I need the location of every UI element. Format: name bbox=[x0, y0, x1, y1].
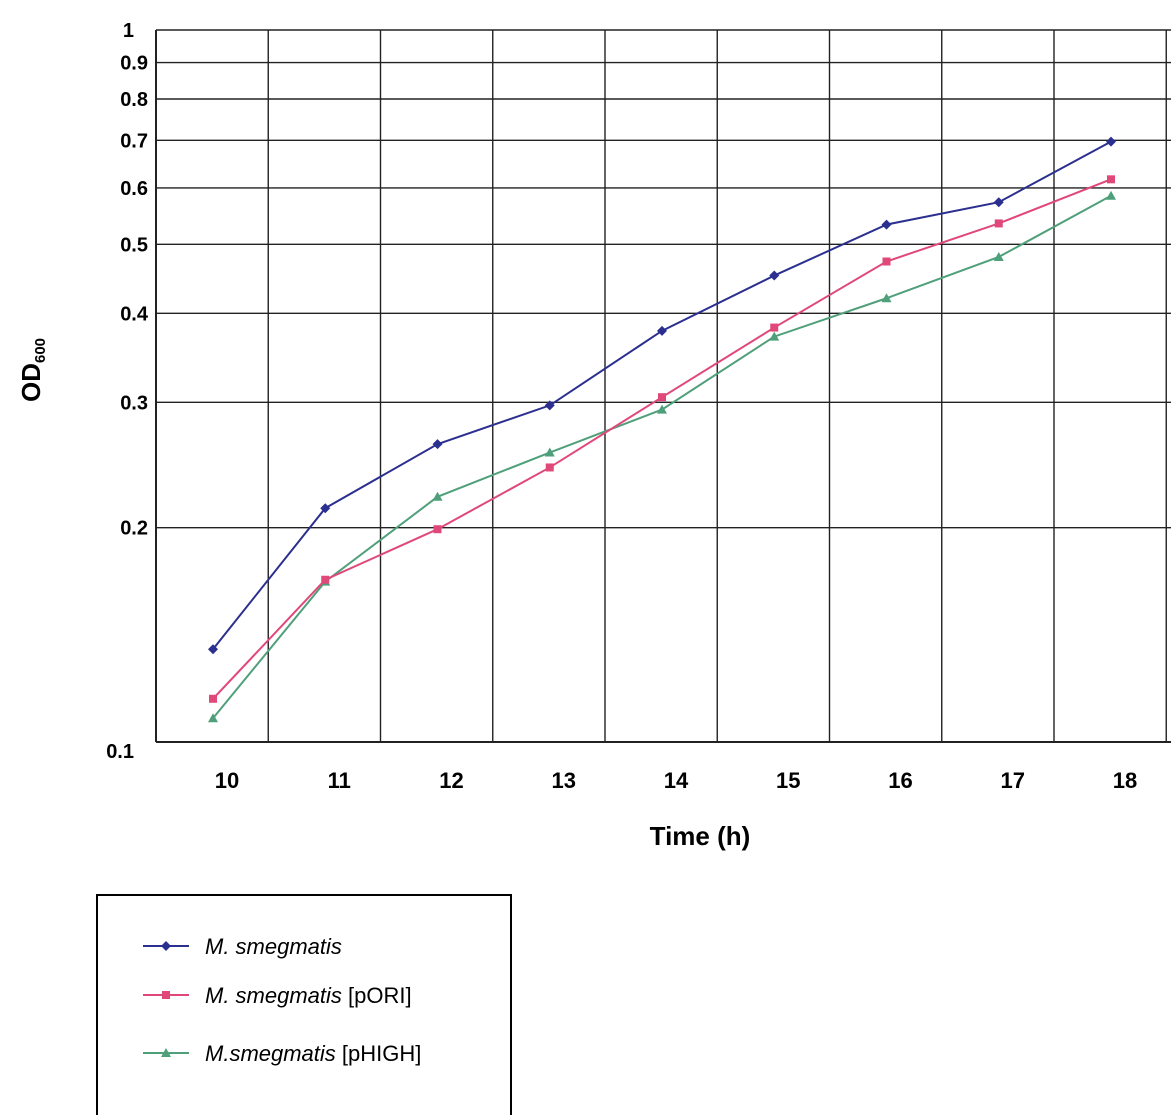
y-tick-label: 1 bbox=[123, 20, 134, 42]
x-axis-title: Time (h) bbox=[650, 821, 751, 851]
svg-text:OD600: OD600 bbox=[16, 338, 49, 402]
data-point bbox=[657, 404, 667, 414]
legend-label-plasmid: [pHIGH] bbox=[336, 1041, 422, 1066]
data-point bbox=[769, 331, 780, 341]
data-point bbox=[1106, 190, 1116, 200]
data-point bbox=[881, 293, 892, 303]
data-point bbox=[770, 323, 779, 332]
legend-label: M. smegmatis [pORI] bbox=[205, 983, 412, 1008]
legend-label-species: M.smegmatis bbox=[205, 1041, 336, 1066]
legend-swatch-marker bbox=[162, 991, 170, 999]
data-point bbox=[208, 644, 218, 655]
y-axis-title-subscript: 600 bbox=[32, 338, 49, 363]
data-point bbox=[881, 219, 892, 230]
data-point bbox=[993, 251, 1004, 261]
data-point bbox=[320, 503, 331, 514]
x-tick-label: 18 bbox=[1113, 768, 1137, 793]
data-point bbox=[544, 447, 555, 457]
y-tick-labels: 0.1 0.2 0.3 0.4 0.5 0.6 0.7 0.8 0.9 1 bbox=[106, 20, 149, 763]
data-point bbox=[769, 270, 780, 281]
data-point bbox=[657, 325, 667, 336]
y-tick-label: 0.5 bbox=[120, 234, 148, 256]
legend-swatch-marker bbox=[161, 1048, 171, 1057]
y-tick-label: 0.8 bbox=[120, 89, 148, 111]
legend-label-plasmid: [pORI] bbox=[342, 983, 412, 1008]
data-point bbox=[658, 393, 666, 402]
y-tick-label: 0.4 bbox=[120, 303, 149, 325]
data-point bbox=[433, 525, 442, 534]
grid-horizontal-lines bbox=[156, 29, 1171, 743]
data-point bbox=[321, 575, 330, 584]
y-tick-label: 0.6 bbox=[120, 178, 148, 200]
series-line bbox=[212, 178, 1112, 700]
data-point bbox=[432, 491, 443, 501]
data-point bbox=[544, 400, 555, 411]
x-tick-label: 11 bbox=[328, 768, 351, 793]
grid-vertical-lines bbox=[155, 30, 1167, 742]
legend-label-species: M. smegmatis bbox=[205, 983, 342, 1008]
legend-label: M. smegmatis bbox=[205, 934, 342, 959]
y-tick-label: 0.3 bbox=[120, 392, 148, 414]
data-point bbox=[208, 713, 218, 723]
series-layer bbox=[208, 136, 1116, 723]
y-tick-label: 0.1 bbox=[106, 741, 134, 763]
legend-swatch-marker bbox=[161, 941, 171, 951]
legend-label-species: M. smegmatis bbox=[205, 934, 342, 959]
x-tick-label: 17 bbox=[1001, 768, 1025, 793]
series-line bbox=[212, 194, 1112, 719]
legend-box bbox=[96, 894, 512, 1115]
data-point bbox=[209, 694, 217, 703]
y-axis-title: OD600 bbox=[16, 338, 49, 402]
series-1 bbox=[208, 136, 1116, 655]
series-3 bbox=[208, 190, 1116, 723]
x-tick-label: 10 bbox=[215, 768, 239, 793]
data-point bbox=[993, 197, 1004, 208]
data-point bbox=[994, 219, 1003, 228]
x-tick-label: 13 bbox=[552, 768, 576, 793]
y-tick-label: 0.9 bbox=[120, 53, 148, 75]
data-point bbox=[545, 463, 554, 472]
x-tick-label: 16 bbox=[888, 768, 912, 793]
series-2 bbox=[209, 175, 1115, 703]
y-tick-label: 0.7 bbox=[120, 130, 148, 152]
legend-entry: M. smegmatis [pORI] bbox=[143, 983, 412, 1008]
legend-entry: M.smegmatis [pHIGH] bbox=[143, 1041, 421, 1066]
x-tick-label: 15 bbox=[776, 768, 800, 793]
data-point bbox=[882, 257, 891, 266]
legend-label: M.smegmatis [pHIGH] bbox=[205, 1041, 421, 1066]
x-tick-label: 12 bbox=[439, 768, 463, 793]
data-point bbox=[1106, 136, 1116, 147]
legend-entry: M. smegmatis bbox=[143, 934, 342, 959]
data-point bbox=[1107, 175, 1115, 184]
y-tick-label: 0.2 bbox=[120, 518, 148, 540]
x-tick-labels: 10 11 12 13 14 15 16 17 18 bbox=[215, 768, 1137, 793]
y-axis-title-main: OD bbox=[16, 363, 46, 402]
x-tick-label: 14 bbox=[664, 768, 689, 793]
data-point bbox=[432, 439, 443, 450]
